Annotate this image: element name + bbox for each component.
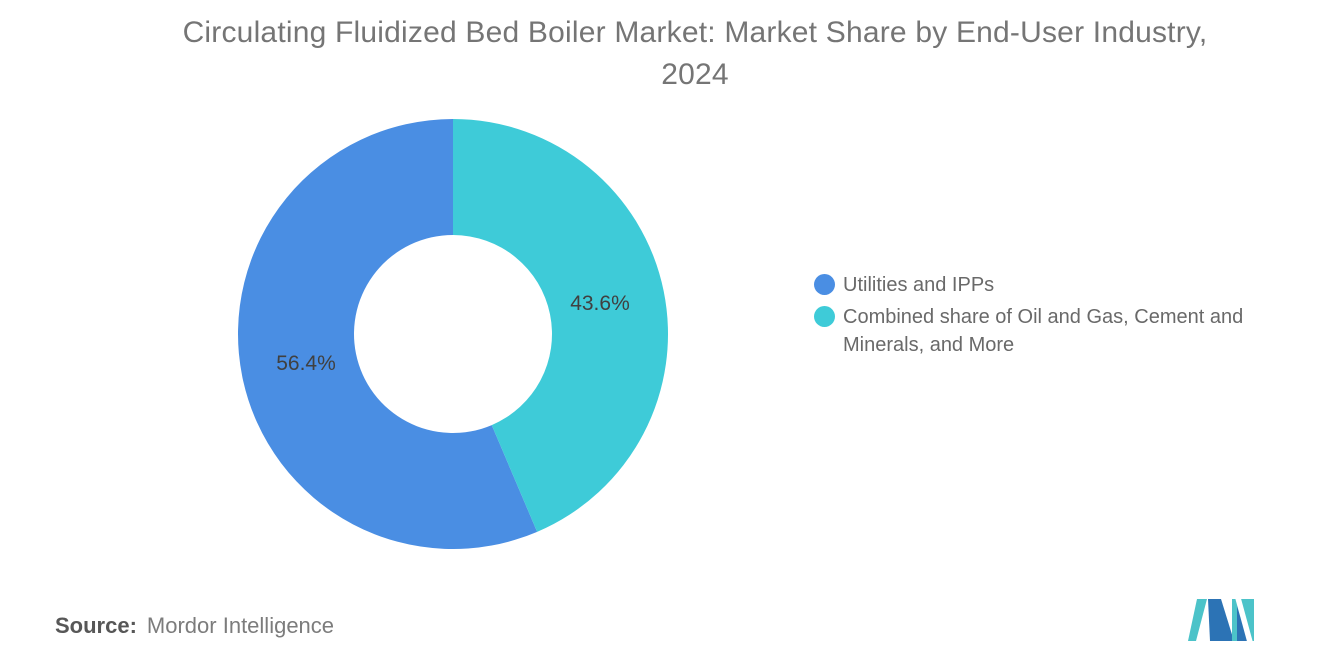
pie-slice-combined-share-of-oil-and-gas-cement-and-minerals-and-more[interactable]: [453, 119, 668, 532]
source-note: Source: Mordor Intelligence: [55, 612, 334, 640]
legend-item-utilities-and-ipps[interactable]: Utilities and IPPs: [814, 271, 1320, 299]
source-value: Mordor Intelligence: [146, 613, 335, 638]
legend-item-label: Utilities and IPPs: [843, 274, 995, 296]
chart-title-line-1: Circulating Fluidized Bed Boiler Market:…: [182, 16, 1208, 49]
source-label: Source:: [55, 613, 137, 638]
legend-color-dot-icon: [814, 274, 835, 295]
slice-label: 43.6%: [570, 292, 630, 316]
legend-color-dot-icon: [814, 306, 835, 327]
mordor-intelligence-logo-icon: [1188, 599, 1254, 641]
slice-label: 56.4%: [276, 351, 336, 375]
chart-title-line-2: 2024: [661, 58, 729, 91]
pie-slice-utilities-and-ipps[interactable]: [238, 119, 538, 549]
legend-item-label: Combined share of Oil and Gas, Cement an…: [843, 306, 1244, 356]
legend-item-combined-share[interactable]: Combined share of Oil and Gas, Cement an…: [814, 303, 1320, 359]
chart-title: Circulating Fluidized Bed Boiler Market:…: [70, 12, 1320, 96]
donut-chart: [238, 119, 668, 549]
legend: Utilities and IPPs Combined share of Oil…: [814, 271, 1320, 359]
